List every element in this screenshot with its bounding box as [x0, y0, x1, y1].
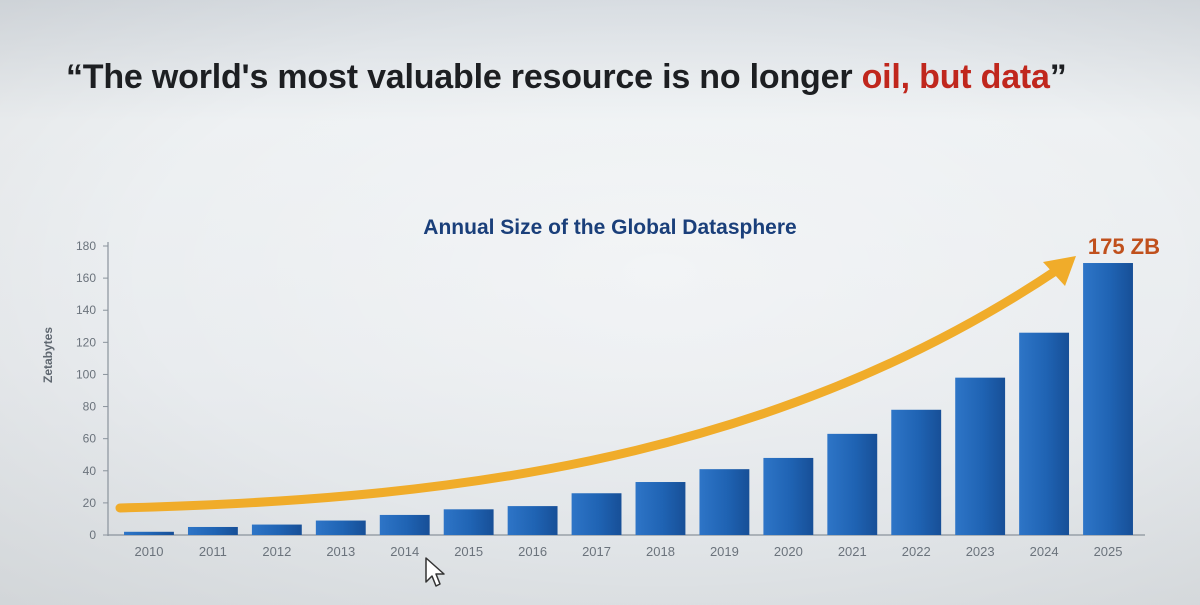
x-tick-label: 2018 — [646, 544, 675, 559]
bar-2025 — [1083, 263, 1133, 535]
bar-2011 — [187, 526, 238, 535]
x-tick-label: 2012 — [262, 544, 291, 559]
x-tick-label: 2021 — [838, 544, 867, 559]
y-tick-label: 0 — [89, 528, 96, 542]
peak-value-annotation: 175 ZB — [1088, 234, 1160, 259]
x-tick-label: 2024 — [1030, 544, 1059, 559]
y-axis-label: Zetabytes — [41, 327, 55, 383]
bar-2017 — [571, 493, 622, 535]
y-tick-label: 40 — [83, 464, 97, 478]
chart-title: Annual Size of the Global Datasphere — [423, 216, 796, 239]
x-tick-label: 2010 — [135, 544, 164, 559]
mouse-pointer-icon — [425, 557, 445, 587]
y-tick-label: 20 — [83, 496, 97, 510]
bar-2012 — [251, 524, 302, 535]
slide-quote: “The world's most valuable resource is n… — [66, 58, 1067, 97]
bar-2020 — [763, 457, 814, 535]
bar-2010 — [124, 531, 174, 535]
bar-2014 — [379, 514, 430, 535]
x-tick-label: 2017 — [582, 544, 611, 559]
bar-2016 — [507, 506, 558, 535]
y-tick-label: 140 — [76, 303, 96, 317]
y-tick-label: 80 — [83, 400, 97, 414]
bar-2023 — [955, 377, 1006, 535]
x-tick-label: 2015 — [454, 544, 483, 559]
quote-highlight-text: oil, but data — [861, 58, 1050, 96]
x-tick-label: 2014 — [390, 544, 419, 559]
y-tick-label: 60 — [83, 432, 97, 446]
y-tick-label: 180 — [76, 239, 96, 253]
bar-2019 — [699, 469, 750, 535]
x-tick-label: 2023 — [966, 544, 995, 559]
bar-2015 — [443, 509, 494, 535]
bar-2021 — [827, 433, 878, 535]
y-tick-label: 160 — [76, 271, 96, 285]
x-tick-label: 2022 — [902, 544, 931, 559]
y-tick-label: 100 — [76, 367, 96, 381]
trend-arrowhead — [1043, 256, 1076, 286]
x-tick-label: 2013 — [326, 544, 355, 559]
bar-2013 — [315, 520, 366, 535]
bar-2024 — [1019, 332, 1070, 535]
quote-main-text: “The world's most valuable resource is n… — [66, 58, 862, 96]
bar-2022 — [891, 409, 942, 535]
x-tick-label: 2025 — [1094, 544, 1123, 559]
x-tick-label: 2019 — [710, 544, 739, 559]
x-tick-label: 2011 — [199, 544, 227, 559]
quote-close-mark: ” — [1049, 58, 1067, 96]
y-tick-label: 120 — [76, 335, 96, 349]
bar-2018 — [635, 482, 686, 535]
growth-trend-arrow — [115, 263, 1065, 513]
x-tick-label: 2016 — [518, 544, 547, 559]
x-tick-label: 2020 — [774, 544, 803, 559]
